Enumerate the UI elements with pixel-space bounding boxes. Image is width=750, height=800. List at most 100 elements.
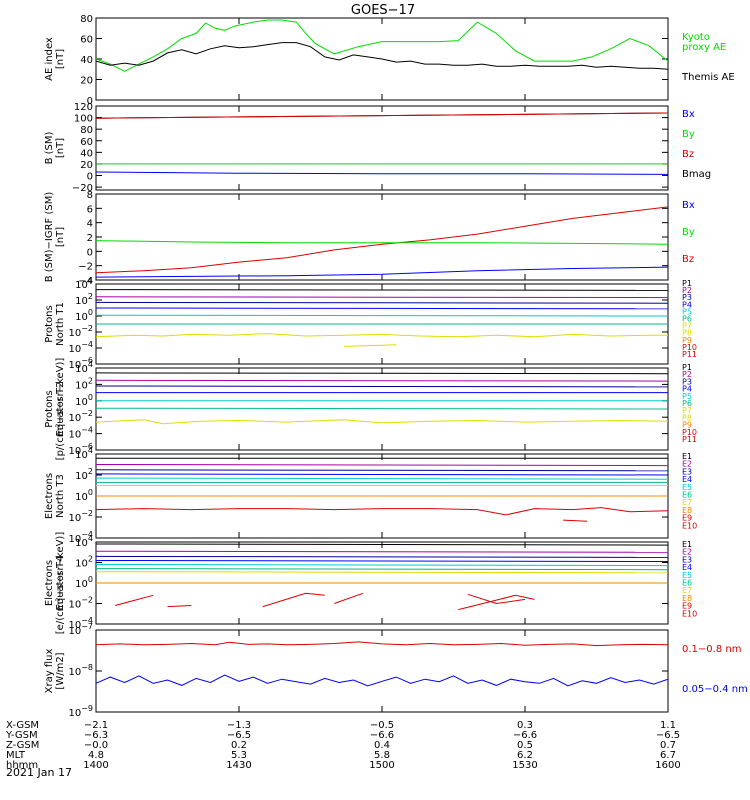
legend-e2: E2	[682, 548, 692, 557]
orbit-row-label: Z-GSM	[6, 740, 39, 751]
legend-e6: E6	[682, 491, 692, 500]
series-p2	[96, 379, 668, 382]
legend-e1: E1	[682, 540, 692, 549]
series-p5	[96, 314, 668, 317]
legend-p4: P4	[682, 385, 692, 394]
y-tick-label: 102	[75, 467, 93, 482]
series-e7	[96, 571, 668, 574]
series-e4	[96, 473, 668, 476]
y-tick-label: 10−2	[68, 409, 93, 424]
legend-p6: P6	[682, 399, 692, 408]
orbit-value: 0.3	[517, 720, 533, 731]
legend-p6: P6	[682, 315, 692, 324]
y-tick-label: 100	[75, 393, 93, 408]
legend-by: By	[682, 129, 695, 140]
y-tick-label: 40	[80, 55, 93, 66]
series-e6	[96, 568, 668, 571]
y-axis-label: B (SM)[nT]	[44, 131, 66, 164]
y-tick-label: 10−7	[68, 622, 93, 637]
y-tick-label: 10−4	[68, 340, 93, 355]
y-tick-label: 10−6	[68, 356, 93, 371]
legend-p7: P7	[682, 322, 692, 331]
y-tick-label: 10−4	[68, 616, 93, 631]
legend-e9: E9	[682, 514, 692, 523]
legend-p5: P5	[682, 307, 692, 316]
legend-p4: P4	[682, 300, 692, 309]
series-e9	[334, 592, 364, 604]
series-e9	[167, 605, 192, 608]
legend-p3: P3	[682, 293, 692, 302]
series-0-05-0-4-nm	[96, 674, 668, 687]
y-tick-label: 100	[75, 308, 93, 323]
orbit-value: −1.3	[227, 720, 251, 731]
orbit-value: 0.4	[374, 740, 390, 751]
legend-e6: E6	[682, 579, 692, 588]
y-tick-label: 4	[87, 219, 93, 230]
series-e3	[96, 555, 668, 558]
y-tick-label: 102	[75, 555, 93, 570]
orbit-value: 1430	[226, 760, 251, 771]
y-tick-label: 10−9	[68, 704, 93, 719]
series-e5	[96, 477, 668, 480]
y-tick-label: 80	[80, 125, 93, 136]
orbit-value: 0.7	[660, 740, 676, 751]
legend-e10: E10	[682, 521, 697, 530]
legend-p10: P10	[682, 428, 697, 437]
orbit-value: −6.3	[84, 730, 108, 741]
series-group	[96, 543, 668, 611]
legend-p7: P7	[682, 406, 692, 415]
orbit-value: −6.5	[656, 730, 680, 741]
series-p1	[96, 372, 668, 375]
y-axis-label: ProtonsNorth T1	[44, 302, 66, 346]
legend-e10: E10	[682, 609, 697, 618]
date-label: 2021 Jan 17	[6, 766, 72, 779]
legend-e8: E8	[682, 506, 692, 515]
y-tick-label: −20	[72, 183, 93, 194]
series-bz	[96, 112, 668, 119]
legend-p2: P2	[682, 370, 692, 379]
legend-p2: P2	[682, 286, 692, 295]
legend-bmag: Bmag	[682, 169, 711, 180]
y-tick-label: 60	[80, 137, 93, 148]
legend-p1: P1	[682, 279, 692, 288]
orbit-value: 0.2	[231, 740, 247, 751]
y-axis-label: Xray flux[W/m2]	[44, 649, 66, 694]
legend-by: By	[682, 227, 695, 238]
y-tick-label: 10−4	[68, 530, 93, 545]
y-tick-label: 100	[74, 114, 93, 125]
y-tick-label: 104	[75, 360, 93, 375]
orbit-value: 1500	[369, 760, 394, 771]
legend-bz: Bz	[682, 149, 694, 160]
orbit-value: −6.6	[513, 730, 537, 741]
legend-p3: P3	[682, 377, 692, 386]
orbit-value: 1.1	[660, 720, 676, 731]
orbit-row-label: Y-GSM	[5, 730, 38, 741]
legend-p11: P11	[682, 435, 697, 444]
y-tick-label: 0	[87, 172, 93, 183]
legend-p9: P9	[682, 421, 692, 430]
series-kyoto-proxy-ae	[96, 19, 668, 72]
orbit-row-label: MLT	[6, 750, 26, 761]
y-axis-unit-label: [p/(cm²−s−sr−keV)]	[55, 358, 66, 461]
series-by	[96, 240, 668, 245]
legend-0-1-0-8-nm: 0.1−0.8 nm	[682, 644, 741, 655]
y-tick-label: 0	[87, 247, 93, 258]
plot-title: GOES−17	[351, 3, 415, 18]
series-group	[96, 641, 668, 687]
legend-e1: E1	[682, 452, 692, 461]
legend-themis-ae: Themis AE	[681, 72, 735, 83]
orbit-value: 1600	[655, 760, 680, 771]
legend-kyoto: Kyoto	[682, 32, 710, 43]
orbit-value: −6.5	[227, 730, 251, 741]
y-tick-label: −4	[78, 276, 93, 287]
series-e9	[458, 594, 535, 611]
y-tick-label: 10−2	[68, 596, 93, 611]
series-e9	[262, 592, 325, 608]
orbit-value: 4.8	[88, 750, 104, 761]
